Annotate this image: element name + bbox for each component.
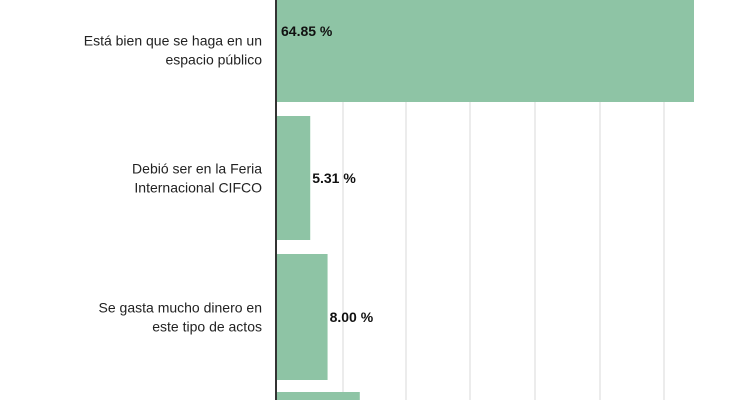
value-label: 8.00 % bbox=[330, 309, 374, 325]
bars bbox=[276, 0, 694, 400]
value-label: 5.31 % bbox=[312, 170, 356, 186]
bar bbox=[276, 392, 360, 400]
labels: Está bien que se haga en un espacio públi… bbox=[84, 23, 374, 335]
value-label: 64.85 % bbox=[281, 23, 333, 39]
bar bbox=[276, 254, 328, 380]
category-label: Se gasta mucho dinero en este tipo de act… bbox=[99, 300, 262, 335]
category-label: Debió ser en la Feria Internacional CIFCO bbox=[132, 161, 262, 196]
bar bbox=[276, 0, 694, 102]
bar bbox=[276, 116, 311, 240]
category-label: Está bien que se haga en un espacio públi… bbox=[84, 33, 262, 68]
